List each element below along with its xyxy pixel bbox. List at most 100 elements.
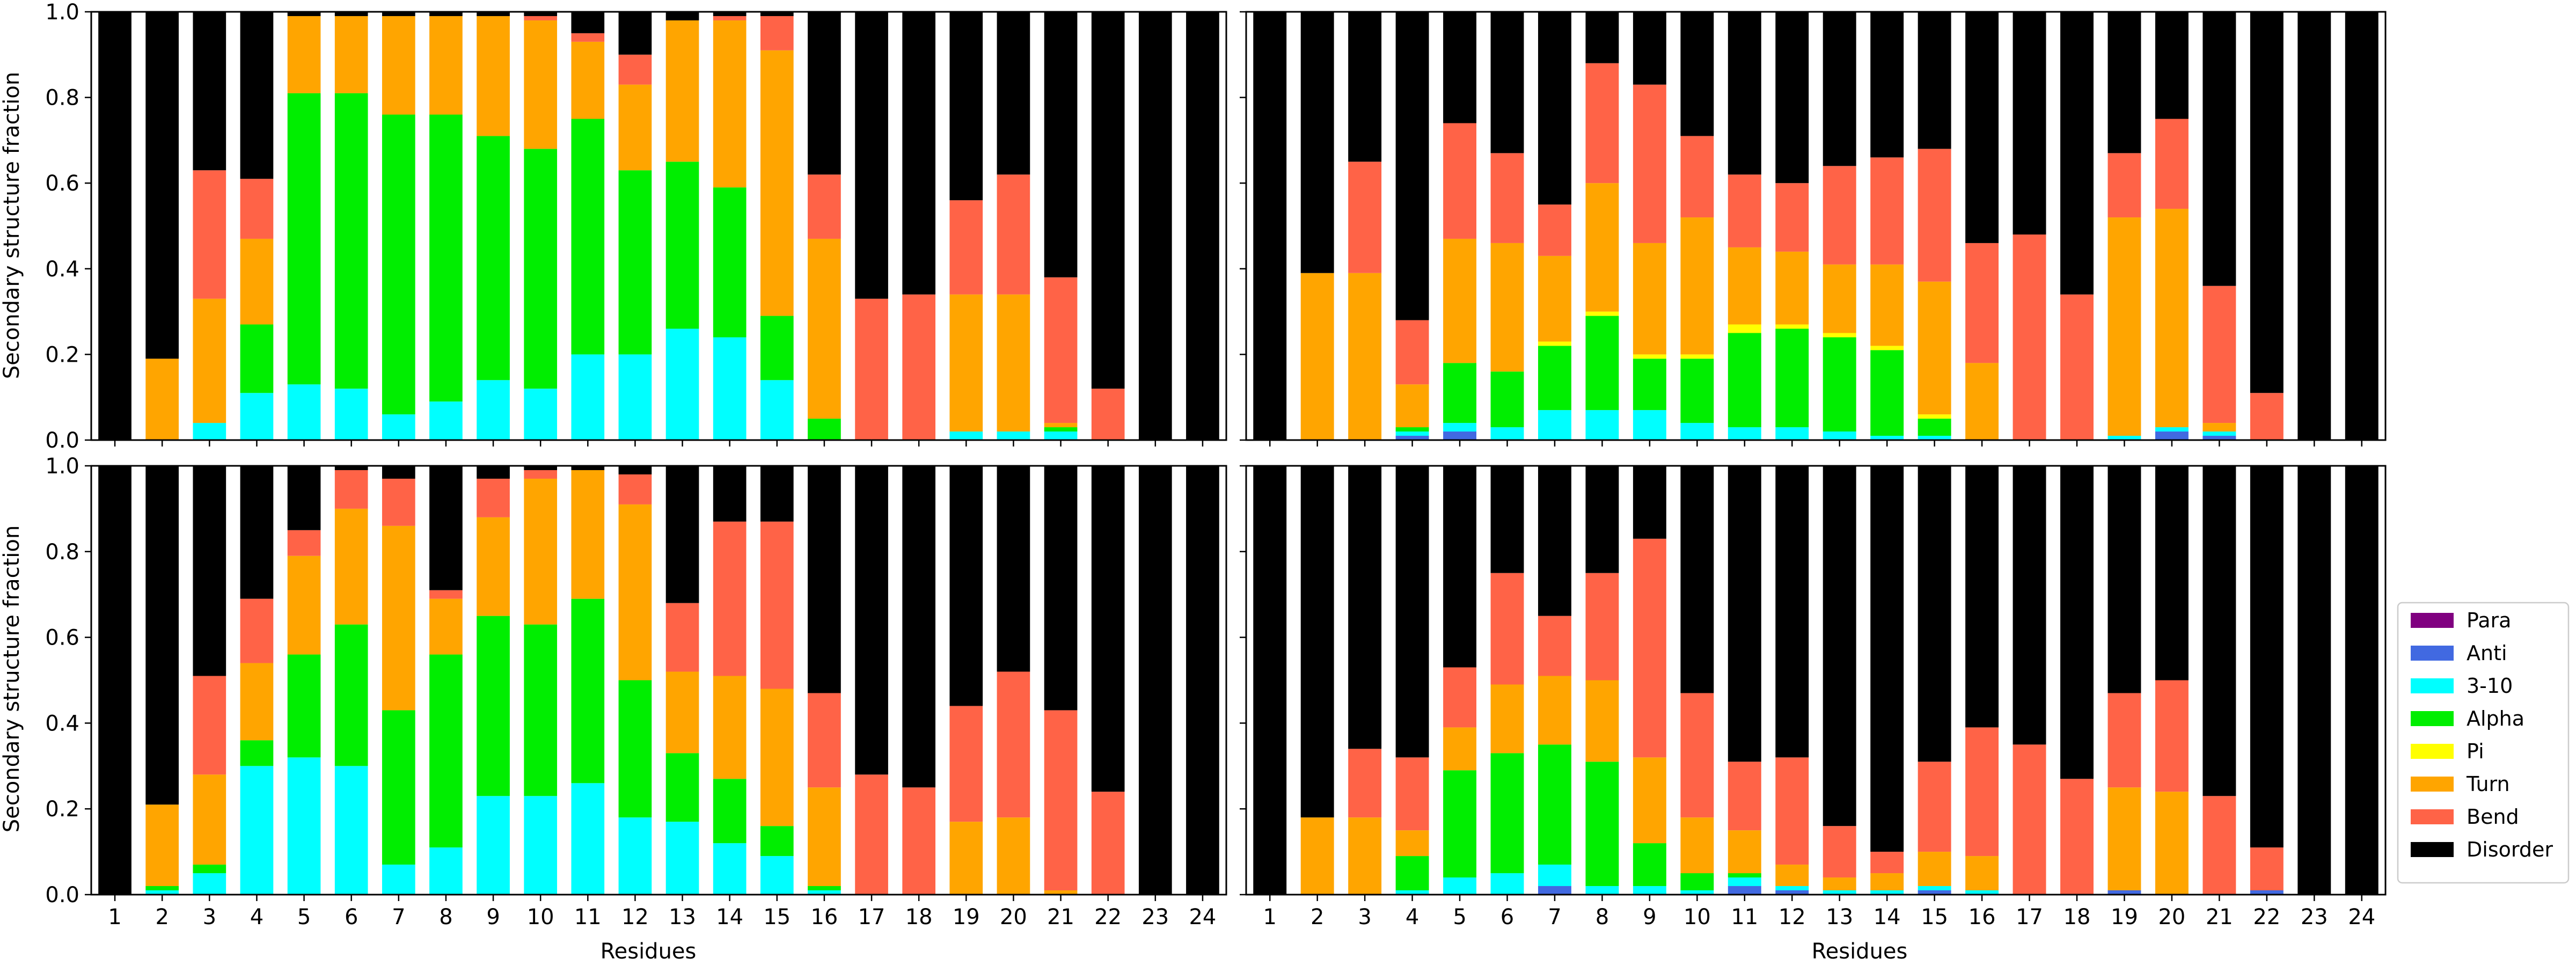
bar-bottom-left-res14-turn [713, 676, 747, 779]
bar-top-left-res2-turn [145, 358, 179, 440]
bar-top-left-res10-turn [524, 20, 558, 149]
xtick-label-bottom-left-18: 18 [905, 905, 933, 930]
bar-bottom-right-res14-disorder [1870, 466, 1904, 852]
bar-top-left-res9-disorder [477, 12, 510, 16]
bar-bottom-left-res17-disorder [855, 466, 888, 775]
bar-bottom-right-res18-bend [2060, 779, 2094, 895]
bar-top-right-res10-disorder [1680, 12, 1714, 136]
ytick-label-bottom-left-1.0: 1.0 [45, 454, 79, 479]
bar-top-right-res21-turn [2202, 423, 2236, 432]
bar-bottom-right-res9-turn [1633, 757, 1666, 844]
bar-top-left-res7-disorder [382, 12, 415, 16]
bar-top-right-res24-disorder [2345, 12, 2379, 440]
bar-bottom-left-res21-disorder [1044, 466, 1078, 711]
xtick-label-bottom-right-8: 8 [1596, 905, 1609, 930]
bar-bottom-left-res13-disorder [665, 466, 699, 603]
bar-bottom-right-res9-alpha [1633, 843, 1666, 887]
bar-bottom-left-res2-disorder [145, 466, 179, 805]
bar-top-right-res6-bend [1490, 153, 1524, 243]
bar-bottom-left-res22-bend [1091, 792, 1125, 895]
bar-bottom-right-res19-turn [2107, 787, 2141, 891]
bar-top-right-res11-alpha [1728, 333, 1761, 428]
xtick-label-bottom-right-5: 5 [1453, 905, 1466, 930]
bar-top-left-res20-3-10 [997, 431, 1030, 440]
ytick-label-bottom-left-0.0: 0.0 [45, 883, 79, 908]
bar-bottom-left-res4-turn [240, 663, 274, 741]
bar-top-left-res2-disorder [145, 12, 179, 359]
bar-bottom-left-res3-alpha [193, 865, 226, 874]
bar-top-left-res3-3-10 [193, 423, 226, 440]
xtick-label-bottom-right-17: 17 [2016, 905, 2043, 930]
bar-top-right-res20-3-10 [2155, 427, 2189, 432]
bar-top-right-res5-disorder [1443, 12, 1477, 123]
bar-top-left-res11-bend [571, 33, 605, 42]
xtick-label-bottom-right-20: 20 [2158, 905, 2185, 930]
bar-top-left-res12-alpha [618, 170, 652, 355]
bar-bottom-right-res8-alpha [1585, 762, 1619, 887]
bar-bottom-right-res5-3-10 [1443, 877, 1477, 895]
ytick-label-bottom-left-0.2: 0.2 [45, 797, 79, 822]
axes-frame-bottom-right [1245, 465, 2387, 896]
bar-top-left-res12-bend [618, 54, 652, 85]
ytick-label-top-left-0.4: 0.4 [45, 257, 79, 282]
xtick-label-bottom-left-22: 22 [1094, 905, 1122, 930]
bar-top-right-res14-bend [1870, 157, 1904, 265]
bar-bottom-left-res8-3-10 [429, 847, 463, 895]
legend-label-alpha: Alpha [2467, 707, 2524, 730]
bar-bottom-right-res4-disorder [1395, 466, 1429, 758]
xtick-label-bottom-right-6: 6 [1501, 905, 1514, 930]
bar-top-right-res21-disorder [2202, 12, 2236, 286]
bar-bottom-left-res17-bend [855, 774, 888, 895]
bar-top-right-res16-disorder [1965, 12, 1999, 243]
bar-bottom-left-res14-alpha [713, 779, 747, 844]
bar-top-left-res5-turn [287, 16, 321, 93]
axes-frame-bottom-left [90, 465, 1227, 896]
bar-top-left-res16-turn [808, 238, 841, 419]
bar-bottom-right-res8-turn [1585, 680, 1619, 762]
legend-swatch-bend [2411, 809, 2454, 824]
bar-bottom-left-res16-disorder [808, 466, 841, 693]
xtick-label-bottom-left-14: 14 [716, 905, 743, 930]
bar-top-right-res4-3-10 [1395, 431, 1429, 436]
legend-swatch-pi [2411, 744, 2454, 759]
xtick-label-bottom-right-21: 21 [2206, 905, 2233, 930]
bar-bottom-left-res16-alpha [808, 886, 841, 891]
bar-top-right-res1-disorder [1253, 12, 1287, 440]
bar-top-right-res7-alpha [1538, 346, 1571, 411]
bar-bottom-right-res8-3-10 [1585, 886, 1619, 895]
bar-bottom-left-res4-disorder [240, 466, 274, 599]
bar-top-right-res13-alpha [1823, 337, 1856, 432]
xtick-label-bottom-right-19: 19 [2111, 905, 2138, 930]
bar-bottom-right-res15-disorder [1918, 466, 1951, 762]
bar-bottom-left-res22-disorder [1091, 466, 1125, 792]
bar-bottom-right-res18-disorder [2060, 466, 2094, 779]
bar-top-right-res3-bend [1348, 162, 1382, 273]
bar-top-left-res9-turn [477, 16, 510, 136]
bar-bottom-right-res9-3-10 [1633, 886, 1666, 895]
xtick-label-bottom-right-22: 22 [2253, 905, 2280, 930]
bar-bottom-right-res4-turn [1395, 830, 1429, 857]
xtick-label-bottom-left-12: 12 [621, 905, 649, 930]
bar-bottom-left-res19-bend [949, 706, 983, 822]
bar-bottom-right-res5-alpha [1443, 770, 1477, 878]
bar-top-right-res8-3-10 [1585, 410, 1619, 440]
panels: 0.00.20.40.60.81.01 2 3 4 5 6 7 8 9 10 11 12 13 14 15 1… [45, 0, 2387, 930]
bar-top-left-res11-alpha [571, 119, 605, 355]
xtick-label-bottom-left-13: 13 [669, 905, 696, 930]
bar-bottom-right-res20-bend [2155, 680, 2189, 792]
bar-bottom-right-res22-anti [2250, 890, 2284, 895]
bar-top-left-res14-turn [713, 20, 747, 188]
bar-bottom-right-res21-disorder [2202, 466, 2236, 796]
bar-bottom-right-res15-3-10 [1918, 886, 1951, 891]
bar-top-right-res10-pi [1680, 354, 1714, 359]
bar-bottom-right-res17-bend [2012, 744, 2046, 895]
bar-top-right-res10-turn [1680, 217, 1714, 355]
bar-bottom-right-res20-turn [2155, 792, 2189, 895]
bar-bottom-left-res8-alpha [429, 654, 463, 848]
bar-top-left-res21-bend [1044, 277, 1078, 423]
bar-top-right-res5-anti [1443, 431, 1477, 440]
bar-top-left-res6-turn [334, 16, 368, 93]
bar-top-left-res4-disorder [240, 12, 274, 179]
bar-top-right-res16-turn [1965, 363, 1999, 440]
